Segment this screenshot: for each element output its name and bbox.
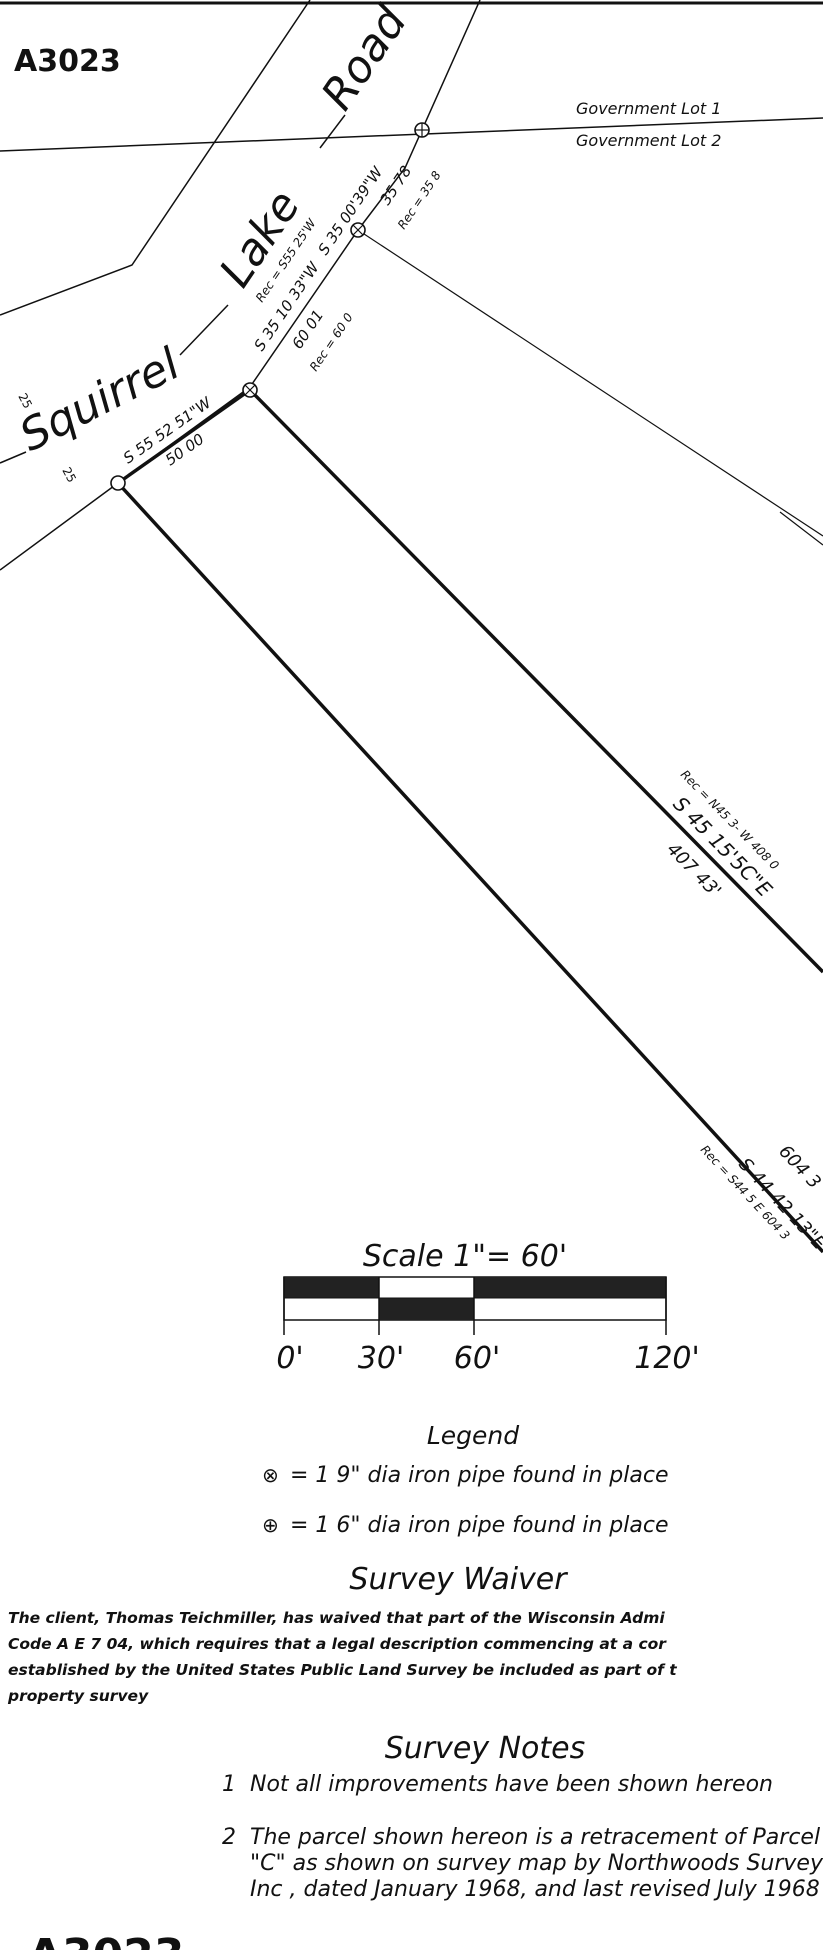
survey-waiver-line: Code A E 7 04, which requires that a leg… [8,1635,667,1653]
road-width-mark-1: 25 [15,391,35,411]
road-row-line-northwest [0,0,311,316]
road-row-line-southeast [0,0,481,571]
road-dash-2 [179,304,229,356]
legend-text-1-6: = 1 6" dia iron pipe found in place [290,1513,669,1538]
parcel-line-road-frontage [116,388,252,485]
government-lot-2-label: Government Lot 2 [576,131,721,150]
document-id: A3023 [14,44,121,79]
legend-text-1-9: = 1 9" dia iron pipe found in place [290,1463,669,1488]
east-line-fragment [779,511,823,546]
road-name-road: Road [312,0,418,119]
northeast-property-line [357,229,823,537]
survey-waiver-line: property survey [7,1687,149,1705]
survey-waiver-line: The client, Thomas Teichmiller, has waiv… [8,1609,665,1627]
scale-tick-60: 60' [454,1341,500,1376]
iron-pipe-1-6-icon [414,122,430,138]
note-number-2: 2 [222,1825,236,1850]
scale-title: Scale 1"= 60' [363,1239,567,1274]
survey-waiver-title: Survey Waiver [349,1562,568,1597]
note-1-line: Not all improvements have been shown her… [250,1772,773,1797]
note-number-1: 1 [222,1772,236,1797]
road-dash-3 [319,114,346,149]
scale-tick-120: 120' [634,1341,700,1376]
legend-symbol-1-9-icon: ⊗ [262,1463,279,1487]
road-dash-1 [0,451,27,464]
survey-waiver-line: established by the United States Public … [8,1661,677,1679]
note-2-line: Inc , dated January 1968, and last revis… [250,1877,820,1902]
iron-pipe-1-9-icon [350,222,366,238]
bearing-s35-0039: S 35 00'39"W [314,162,387,258]
legend-title: Legend [427,1421,519,1450]
parcel-line-northeast [248,388,823,974]
scale-tick-30: 30' [358,1341,404,1376]
note-2-line: "C" as shown on survey map by Northwoods… [250,1851,823,1876]
iron-pipe-1-9-icon [242,382,258,398]
scale-tick-0: 0' [276,1341,303,1376]
road-width-mark-2: 25 [59,465,79,485]
corner-monument-icon [110,475,126,491]
parcel-line-southwest [116,481,823,1254]
legend-symbol-1-6-icon: ⊕ [262,1513,279,1537]
scale-bar [283,1276,667,1335]
government-lot-1-label: Government Lot 1 [576,99,721,118]
survey-notes-title: Survey Notes [385,1731,586,1766]
distance-6043-partial: 604 3 [774,1141,823,1193]
survey-waiver-text: The client, Thomas Teichmiller, has waiv… [7,1609,677,1705]
footer-document-id: A3023 [28,1930,185,1950]
note-2-line: The parcel shown hereon is a retracement… [250,1825,820,1850]
government-lot-line [0,117,823,152]
